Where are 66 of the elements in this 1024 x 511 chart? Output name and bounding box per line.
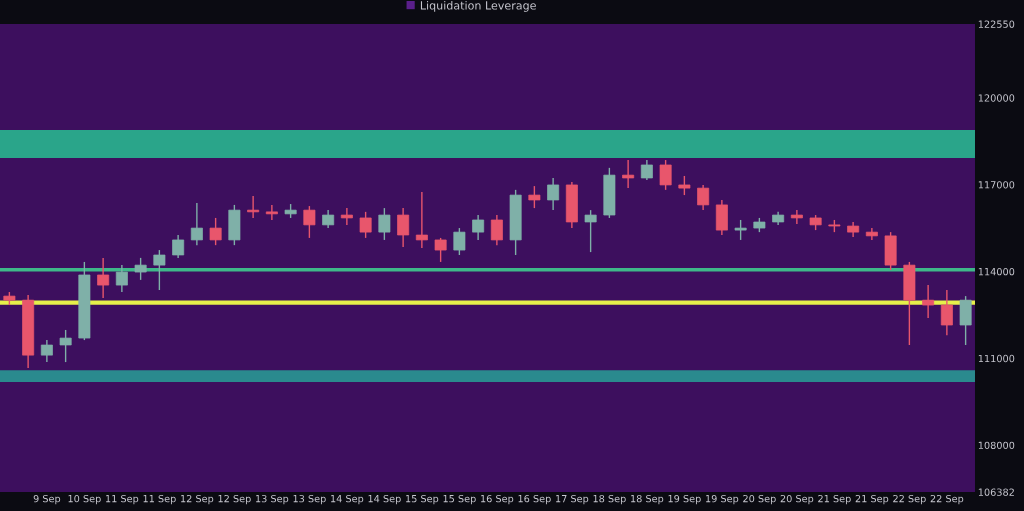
candlestick [697,184,710,211]
candlestick [247,195,260,219]
x-tick-label: 19 Sep [668,494,701,505]
candlestick [734,219,747,241]
x-tick-label: 22 Sep [930,494,964,505]
x-tick-label: 22 Sep [893,494,926,505]
candlestick [547,177,560,211]
y-tick-label: 106382 [978,488,1014,496]
x-tick-label: 14 Sep [368,494,401,505]
x-tick-label: 17 Sep [556,494,589,505]
x-tick-label: 11 Sep [106,494,139,505]
candlestick [640,159,653,181]
candlestick [40,339,53,363]
x-tick-label: 21 Sep [818,494,851,505]
candlestick [153,249,166,291]
candlestick [134,257,147,281]
candlestick [940,289,953,336]
x-tick-label: 9 Sep [33,494,61,505]
candlestick [190,202,203,246]
candlestick [659,159,672,191]
y-tick-label: 122550 [978,20,1015,28]
x-tick-label: 15 Sep [406,494,439,505]
candlestick [378,207,391,241]
x-tick-label: 14 Sep [331,494,364,505]
x-tick-label: 18 Sep [593,494,626,505]
x-tick-label: 20 Sep [743,494,776,505]
candlestick [59,329,72,363]
candlestick [922,284,935,319]
candlestick [209,217,222,246]
x-tick-label: 18 Sep [631,494,664,505]
candlestick [172,234,185,259]
candlestick [528,185,541,209]
x-tick-label: 16 Sep [518,494,551,505]
x-tick-label: 20 Sep [780,494,814,505]
x-tick-label: 12 Sep [218,494,251,505]
x-tick-label: 19 Sep [706,494,739,505]
y-tick-label: 117000 [978,181,1015,189]
x-tick-label: 12 Sep [181,494,214,505]
y-tick-label: 108000 [978,441,1015,449]
candlestick [790,209,803,225]
candlestick [490,214,503,246]
x-tick-label: 13 Sep [293,494,326,505]
candlestick [453,227,466,256]
x-tick-label: 11 Sep [143,494,176,505]
x-tick-label: 13 Sep [256,494,289,505]
candlestick [622,159,635,189]
candlestick [584,209,597,253]
x-tick-label: 21 Sep [855,494,889,505]
candlestick [303,205,316,239]
candlestick [359,211,372,239]
candlestick [115,264,128,293]
y-tick-label: 111000 [978,354,1015,363]
candlestick [97,257,110,299]
candlestick [472,214,485,241]
candlestick [678,175,691,196]
candlestick [265,204,278,221]
text: Liquidation Leverage [420,1,536,12]
y-tick-label: 114000 [978,267,1015,276]
candlestick [397,207,410,248]
x-tick-label: 16 Sep [481,494,514,505]
x-tick-label: 15 Sep [443,494,476,505]
y-tick-label: 120000 [978,94,1015,102]
x-tick-label: 10 Sep [68,494,101,505]
candlestick [434,237,447,263]
candlestick [415,191,428,249]
candlestick [340,207,353,226]
